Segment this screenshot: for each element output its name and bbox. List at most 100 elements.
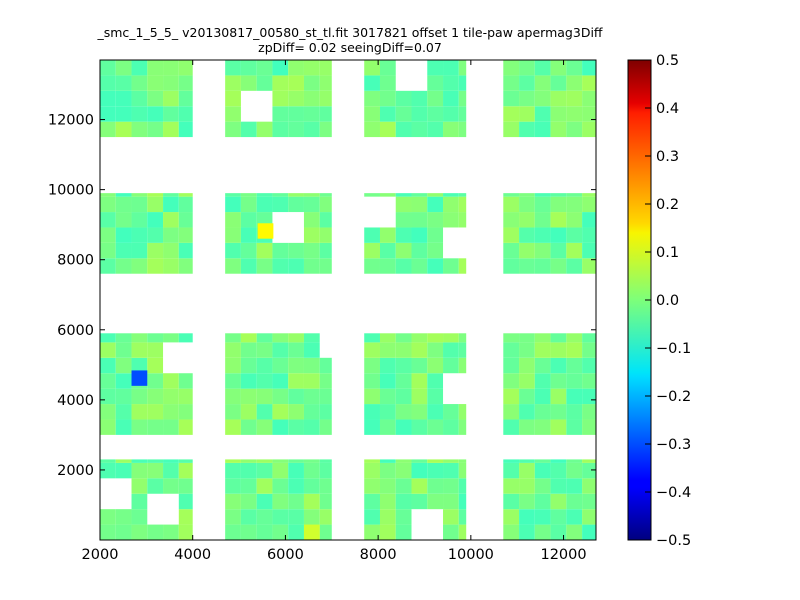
- heat-cell: [550, 419, 567, 435]
- heat-cell: [519, 342, 535, 358]
- heat-cell: [379, 227, 396, 243]
- heat-cell: [100, 193, 116, 197]
- heat-cell: [364, 90, 380, 107]
- heat-cell: [272, 388, 289, 405]
- heat-cell: [379, 373, 396, 389]
- heat-cell: [115, 227, 132, 243]
- heat-cell: [147, 524, 164, 540]
- heat-cell: [503, 333, 520, 343]
- heat-cell: [303, 90, 320, 107]
- heat-cell: [458, 357, 467, 374]
- heat-cell: [240, 121, 257, 138]
- heat-cell: [100, 258, 116, 274]
- heat-cell: [519, 493, 535, 510]
- heat-cell: [458, 60, 467, 76]
- heat-cell: [256, 462, 273, 479]
- heat-cell: [379, 193, 396, 197]
- heat-cell: [379, 342, 396, 358]
- heat-cell: [303, 106, 320, 122]
- heat-cell: [534, 333, 551, 343]
- heat-cell: [364, 75, 380, 91]
- heat-cell: [225, 357, 241, 374]
- heat-cell: [395, 388, 412, 405]
- heat-cell: [178, 242, 193, 259]
- heat-cell: [582, 90, 596, 107]
- heat-cell: [534, 373, 551, 389]
- heat-cell: [178, 388, 193, 405]
- heat-cell: [163, 373, 179, 389]
- y-axis: 2000 4000 6000 8000 10000 12000: [48, 113, 596, 479]
- heat-cell: [458, 106, 467, 122]
- heat-cell: [131, 75, 148, 91]
- heat-cell: [256, 478, 273, 494]
- heat-cell: [503, 388, 520, 405]
- colorbar-tick-label: 0.4: [656, 101, 679, 117]
- heat-cell: [582, 121, 596, 138]
- heat-cell: [458, 524, 467, 540]
- heat-cell: [395, 419, 412, 435]
- heat-cell: [550, 75, 567, 91]
- heat-cell: [131, 90, 148, 107]
- heat-cell: [364, 404, 380, 420]
- heat-cell: [225, 509, 241, 525]
- heat-cell: [395, 478, 412, 494]
- heat-cell: [319, 242, 332, 259]
- heat-cell: [131, 404, 148, 420]
- heat-cell: [288, 459, 304, 463]
- heat-cell: [131, 121, 148, 138]
- heat-cell: [288, 333, 304, 343]
- colorbar-tick-label: −0.1: [656, 341, 691, 357]
- heat-cell: [272, 258, 289, 274]
- heat-cell: [178, 193, 193, 197]
- heat-cell: [411, 388, 428, 405]
- heat-cell: [256, 196, 273, 213]
- heat-cell: [395, 373, 412, 389]
- heat-cell: [225, 459, 241, 463]
- heat-cell: [550, 493, 567, 510]
- heat-cell: [458, 459, 467, 463]
- heat-cell: [582, 342, 596, 358]
- heat-cell: [503, 258, 520, 274]
- heat-cell: [458, 75, 467, 91]
- heat-cell: [115, 524, 132, 540]
- heat-cell: [288, 121, 304, 138]
- heat-cell: [566, 459, 583, 463]
- heat-cell: [303, 373, 320, 389]
- heat-cell: [443, 404, 459, 420]
- heat-cell: [519, 357, 535, 374]
- heat-cell: [364, 106, 380, 122]
- x-axis: 2000 4000 6000 8000 10000 12000: [82, 60, 587, 563]
- heat-cell: [395, 462, 412, 479]
- heat-cell: [443, 419, 459, 435]
- heat-cell: [411, 342, 428, 358]
- heat-cell: [503, 404, 520, 420]
- heat-cell: [534, 60, 551, 76]
- heat-cell: [240, 459, 257, 463]
- heat-cell: [288, 90, 304, 107]
- heat-cell: [256, 357, 273, 374]
- heat-cell: [503, 227, 520, 243]
- heat-cell: [147, 227, 164, 243]
- heat-cell: [411, 373, 428, 389]
- heat-cell: [272, 509, 289, 525]
- heat-cell: [225, 388, 241, 405]
- heat-cell: [115, 60, 132, 76]
- heat-cell: [256, 419, 273, 435]
- heat-cell: [178, 196, 193, 213]
- heat-cell: [225, 419, 241, 435]
- heat-cell: [178, 404, 193, 420]
- heat-cell: [147, 419, 164, 435]
- heat-cell: [225, 242, 241, 259]
- heat-cell: [582, 227, 596, 243]
- heat-cell: [379, 258, 396, 274]
- heat-cell: [256, 509, 273, 525]
- heat-cell: [503, 357, 520, 374]
- heat-cell: [582, 493, 596, 510]
- heat-cell: [534, 242, 551, 259]
- heat-cell: [272, 90, 289, 107]
- heat-cell: [147, 373, 164, 389]
- heat-cell: [303, 419, 320, 435]
- heat-cell: [395, 459, 412, 463]
- heat-cell: [131, 493, 148, 510]
- heat-cell: [534, 121, 551, 138]
